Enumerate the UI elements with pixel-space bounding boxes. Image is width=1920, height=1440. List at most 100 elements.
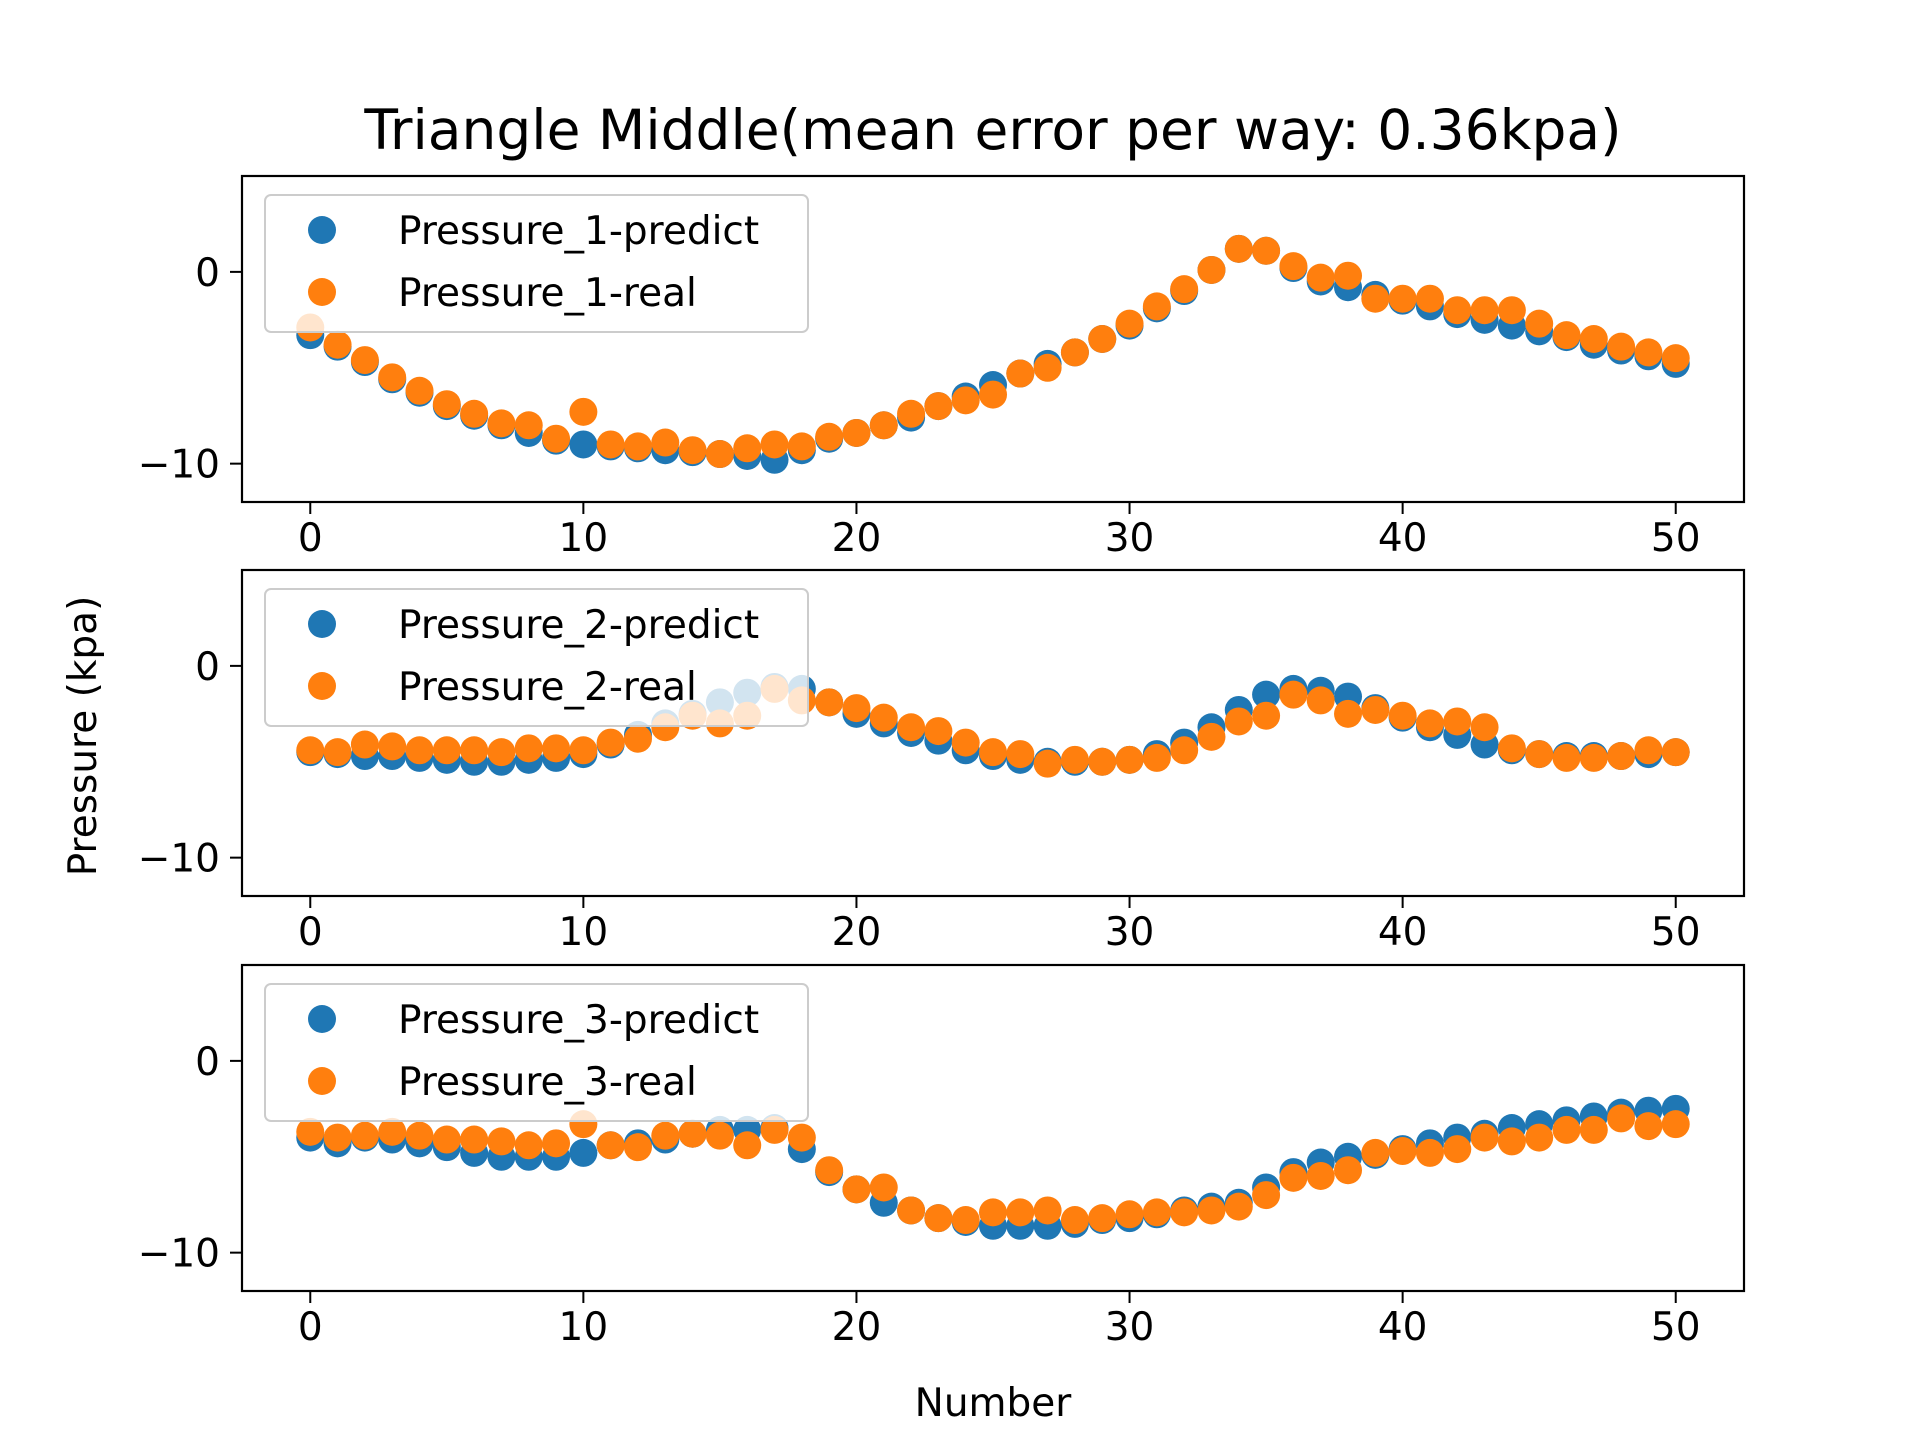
- data-point: [1306, 1161, 1335, 1190]
- data-point: [1607, 1104, 1636, 1133]
- data-point: [1224, 1192, 1253, 1221]
- data-point: [1142, 743, 1171, 772]
- data-point: [350, 1121, 379, 1150]
- data-point: [1088, 1204, 1117, 1233]
- data-point: [514, 1131, 543, 1160]
- data-point: [623, 432, 652, 461]
- y-tick-label: −10: [138, 443, 220, 488]
- data-point: [596, 728, 625, 757]
- legend-label: Pressure_3-predict: [398, 998, 759, 1043]
- data-point: [924, 717, 953, 746]
- data-point: [1006, 740, 1035, 769]
- legend-marker: [308, 1005, 336, 1033]
- data-point: [1415, 284, 1444, 313]
- data-point: [1443, 1135, 1472, 1164]
- data-point: [1279, 252, 1308, 281]
- x-tick-label: 0: [298, 910, 323, 955]
- subplot-panels: 0 10 20 30 40 500−10Pressure_1-predictPressur…: [138, 174, 1746, 1350]
- subplot-2: 0 10 20 30 40 500−10Pressure_2-predictPressur…: [138, 568, 1746, 955]
- data-point: [1552, 321, 1581, 350]
- data-point: [596, 430, 625, 459]
- data-point: [514, 411, 543, 440]
- legend-marker: [308, 216, 336, 244]
- data-point: [1279, 1163, 1308, 1192]
- data-point: [1197, 722, 1226, 751]
- data-point: [1661, 1110, 1690, 1139]
- data-point: [1607, 332, 1636, 361]
- data-point: [1579, 1115, 1608, 1144]
- data-point: [1661, 738, 1690, 767]
- data-point: [405, 736, 434, 765]
- data-point: [623, 724, 652, 753]
- legend-box: [264, 194, 809, 333]
- data-point: [1361, 284, 1390, 313]
- data-point: [951, 386, 980, 415]
- data-point: [705, 1121, 734, 1150]
- data-point: [1525, 1123, 1554, 1152]
- data-point: [1525, 740, 1554, 769]
- data-point: [1334, 261, 1363, 290]
- data-point: [405, 376, 434, 405]
- data-point: [1306, 686, 1335, 715]
- data-point: [1142, 1198, 1171, 1227]
- data-point: [842, 418, 871, 447]
- data-point: [733, 1131, 762, 1160]
- data-point: [651, 1121, 680, 1150]
- data-point: [869, 411, 898, 440]
- x-tick-label: 50: [1651, 1305, 1701, 1350]
- data-point: [1115, 1200, 1144, 1229]
- x-tick-label: 20: [832, 910, 882, 955]
- data-point: [705, 440, 734, 469]
- data-point: [1361, 1138, 1390, 1167]
- data-point: [1634, 736, 1663, 765]
- data-point: [569, 736, 598, 765]
- data-point: [1252, 1181, 1281, 1210]
- legend-marker: [308, 610, 336, 638]
- data-point: [296, 1117, 325, 1146]
- data-point: [869, 1173, 898, 1202]
- data-point: [1470, 713, 1499, 742]
- legend-box: [264, 983, 809, 1122]
- data-point: [1252, 701, 1281, 730]
- data-point: [1552, 1115, 1581, 1144]
- data-point: [1006, 1198, 1035, 1227]
- data-point: [542, 1129, 571, 1158]
- data-point: [651, 428, 680, 457]
- data-point: [1579, 325, 1608, 353]
- data-point: [569, 397, 598, 426]
- data-point: [787, 432, 816, 461]
- data-point: [596, 1131, 625, 1160]
- x-tick-label: 40: [1378, 1305, 1428, 1350]
- data-point: [815, 688, 844, 717]
- data-point: [323, 738, 352, 767]
- x-tick-label: 50: [1651, 516, 1701, 561]
- x-tick-label: 40: [1378, 516, 1428, 561]
- data-point: [1579, 743, 1608, 772]
- data-point: [760, 1115, 789, 1144]
- data-point: [951, 728, 980, 757]
- data-point: [1470, 1123, 1499, 1152]
- data-point: [1388, 284, 1417, 313]
- data-point: [1060, 338, 1089, 367]
- data-point: [1252, 236, 1281, 265]
- data-point: [323, 1123, 352, 1152]
- subplot-3: 0 10 20 30 40 500−10Pressure_3-predictPressur…: [138, 963, 1746, 1350]
- data-point: [979, 1198, 1007, 1227]
- data-point: [378, 732, 407, 761]
- data-point: [378, 363, 407, 392]
- data-point: [323, 330, 352, 359]
- data-point: [842, 694, 871, 723]
- data-point: [1361, 695, 1390, 724]
- series-real: [296, 1104, 1690, 1235]
- data-point: [1415, 1138, 1444, 1167]
- data-point: [924, 392, 953, 421]
- data-point: [378, 1117, 407, 1146]
- data-point: [460, 399, 489, 428]
- data-point: [1334, 699, 1363, 728]
- data-point: [1197, 1196, 1226, 1225]
- data-point: [787, 1123, 816, 1152]
- legend-label: Pressure_3-real: [398, 1060, 697, 1105]
- data-point: [760, 430, 789, 459]
- data-point: [1634, 1112, 1663, 1141]
- data-point: [678, 436, 707, 465]
